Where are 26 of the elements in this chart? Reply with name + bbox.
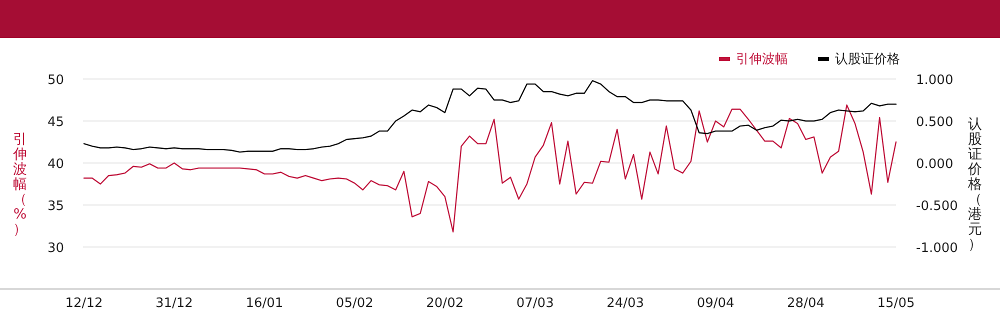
y2-tick-label: -0.500 [916,199,958,214]
y-tick-label: 45 [47,115,64,130]
y-tick-label: 40 [47,157,64,172]
y2-tick-label: 0.000 [916,157,954,172]
x-tick-label: 05/02 [336,296,374,311]
y-tick-label: 50 [47,73,64,88]
legend-label: 认股证价格 [835,51,900,68]
y-tick-label: 30 [47,241,64,256]
legend-label: 引伸波幅 [736,51,788,68]
x-tick-label: 24/03 [606,296,644,311]
text: 认股证价格（港元） [968,116,982,252]
x-tick-label: 20/02 [426,296,464,311]
y2-tick-label: -1.000 [916,241,958,256]
x-tick-label: 15/05 [877,296,915,311]
y-tick-label: 35 [47,199,64,214]
x-tick-label: 28/04 [787,296,825,311]
x-tick-label: 16/01 [246,296,284,311]
y2-tick-label: 0.500 [916,115,954,130]
y2-tick-label: 1.000 [916,73,954,88]
x-tick-label: 31/12 [155,296,193,311]
x-tick-label: 09/04 [696,296,734,311]
line-series [83,80,897,153]
x-tick-label: 07/03 [516,296,554,311]
y-axis-title: 引伸波幅（%） [12,132,27,238]
line-series [83,104,897,232]
x-tick-label: 12/12 [65,296,103,311]
